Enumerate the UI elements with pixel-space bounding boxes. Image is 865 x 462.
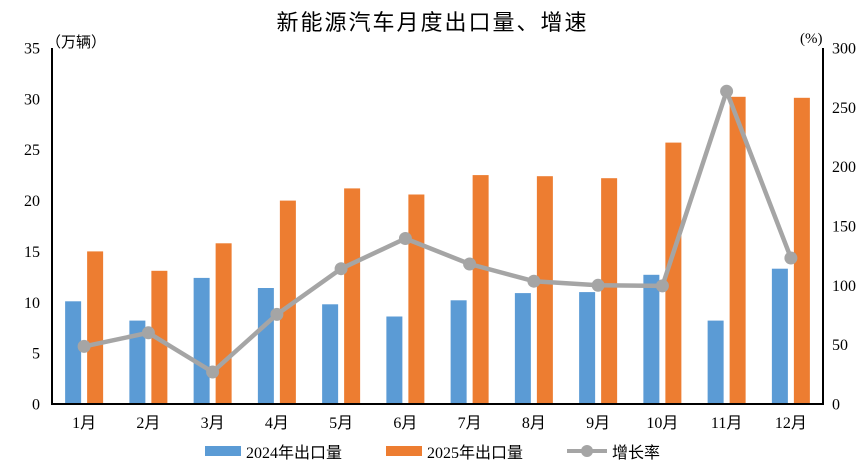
y-right-tick-150: 150: [832, 219, 856, 236]
y-left-tick-35: 35: [24, 41, 40, 58]
y-right-tick-250: 250: [832, 100, 856, 117]
x-axis-label-m2: 2月: [136, 415, 160, 432]
y-right-tick-100: 100: [832, 278, 856, 295]
bar-series2-m1: [87, 251, 104, 404]
legend-item-2024: 2024年出口量: [204, 439, 342, 462]
y-left-tick-30: 30: [24, 91, 40, 108]
y-left-tick-20: 20: [24, 193, 40, 210]
bar-series1-m1: [65, 301, 82, 404]
bar-series2-m4: [279, 200, 296, 404]
legend-label-2024: 2024年出口量: [245, 445, 342, 462]
growth-dot-m9: [591, 278, 605, 292]
legend-growth-dot-icon: [581, 445, 593, 457]
bar-series2-m10: [665, 142, 682, 404]
bar-series1-m5: [322, 304, 339, 404]
bar-series2-m9: [601, 178, 618, 404]
bar-series1-m12: [771, 268, 788, 404]
bar-series1-m4: [257, 288, 274, 404]
left-axis-unit-label: （万辆）: [46, 35, 107, 51]
legend-label-growth: 增长率: [612, 445, 661, 462]
growth-dot-m7: [463, 257, 477, 271]
right-axis-unit-label: (%): [800, 31, 823, 47]
bar-series2-m12: [793, 97, 810, 405]
x-axis-label-m6: 6月: [393, 415, 417, 432]
x-axis-label-m4: 4月: [265, 415, 289, 432]
x-axis-label-m11: 11月: [711, 415, 742, 432]
legend-swatch-2024: [204, 446, 241, 456]
bar-series1-m6: [386, 316, 403, 404]
bar-series1-m2: [129, 320, 146, 404]
chart-legend: 2024年出口量 2025年出口量 增长率: [0, 440, 865, 462]
bar-series2-m5: [344, 188, 361, 404]
y-left-tick-0: 0: [32, 397, 40, 414]
x-axis-label-m10: 10月: [646, 415, 678, 432]
bar-series1-m8: [514, 293, 531, 404]
x-axis-label-m7: 7月: [458, 415, 482, 432]
bar-series2-m6: [408, 194, 425, 404]
y-left-tick-10: 10: [24, 295, 40, 312]
bar-series2-m3: [215, 243, 232, 404]
bar-series1-m7: [450, 300, 467, 404]
growth-dot-m1: [77, 339, 91, 353]
legend-item-growth: 增长率: [567, 439, 660, 462]
growth-dot-m3: [206, 365, 220, 379]
y-right-tick-50: 50: [832, 337, 848, 354]
x-axis-label-m5: 5月: [329, 415, 353, 432]
bar-series2-m8: [536, 176, 553, 404]
y-right-tick-300: 300: [832, 41, 856, 58]
legend-item-2025: 2025年出口量: [385, 439, 523, 462]
y-right-tick-200: 200: [832, 159, 856, 176]
growth-dot-m4: [270, 307, 284, 321]
growth-dot-m2: [141, 326, 155, 340]
bar-series1-m3: [193, 277, 210, 404]
y-right-tick-0: 0: [832, 397, 840, 414]
growth-dot-m12: [784, 251, 798, 265]
x-axis-label-m8: 8月: [522, 415, 546, 432]
growth-line: [81, 89, 794, 375]
growth-dot-m10: [655, 279, 669, 293]
legend-label-2025: 2025年出口量: [426, 445, 523, 462]
growth-dot-m5: [334, 262, 348, 276]
x-axis-label-m9: 9月: [586, 415, 610, 432]
chart-plot: 0 5 10 15 20 25 30 35 0 50 100 150 200 250 300 1月 2月 3月 4月…: [24, 41, 856, 433]
legend-swatch-2025: [385, 446, 422, 456]
growth-dot-m6: [398, 232, 412, 245]
growth-dot-m11: [720, 84, 734, 98]
legend-swatch-growth: [567, 445, 607, 458]
x-axis-label-m3: 3月: [201, 415, 225, 432]
bar-series2-m11: [729, 96, 746, 405]
bar-series1-m10: [643, 274, 660, 404]
chart-title: 新能源汽车月度出口量、增速: [276, 10, 589, 35]
growth-dot-m8: [527, 274, 541, 288]
y-left-tick-5: 5: [32, 346, 40, 363]
y-left-tick-15: 15: [24, 244, 40, 261]
x-axis-label-m1: 1月: [72, 415, 96, 432]
bar-series2-m7: [472, 175, 489, 404]
bar-series1-m11: [707, 320, 724, 404]
x-axis-label-m12: 12月: [775, 415, 807, 432]
bar-series1-m9: [579, 292, 596, 404]
y-left-tick-25: 25: [24, 142, 40, 159]
